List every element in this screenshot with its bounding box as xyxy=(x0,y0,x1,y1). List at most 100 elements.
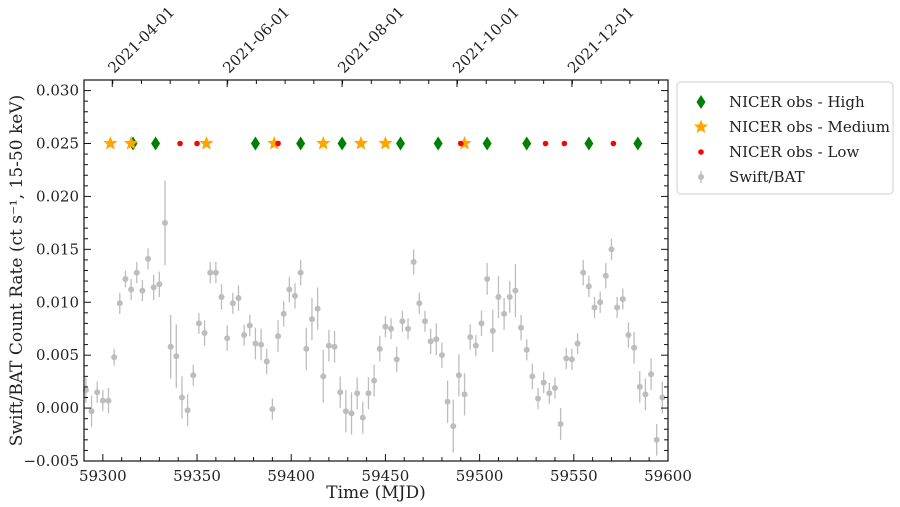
y-tick-label: 0.005 xyxy=(36,346,79,364)
bat-point xyxy=(111,354,118,361)
bat-point xyxy=(535,395,542,402)
bat-point xyxy=(455,372,462,379)
bat-point xyxy=(190,372,197,379)
bat-point xyxy=(489,327,496,334)
nicer-series xyxy=(103,136,643,151)
bat-point xyxy=(303,345,310,352)
bat-point xyxy=(331,343,338,350)
y-tick-label: 0.030 xyxy=(36,82,79,100)
bat-point xyxy=(472,342,479,349)
bat-point xyxy=(642,391,649,398)
y-tick-label: 0.020 xyxy=(36,187,79,205)
bat-point xyxy=(444,398,451,405)
bat-point xyxy=(252,340,259,347)
bat-point xyxy=(348,410,355,417)
bat-point xyxy=(580,269,587,276)
x-axis-label: Time (MJD) xyxy=(326,483,425,503)
bat-point xyxy=(308,316,315,323)
legend-marker-high xyxy=(696,95,706,109)
legend-entry-label: NICER obs - High xyxy=(729,93,865,111)
nicer-low-point xyxy=(275,140,281,147)
bat-point xyxy=(478,320,485,327)
bat-point xyxy=(133,269,140,276)
bat-point xyxy=(551,384,558,391)
bat-point xyxy=(450,423,457,430)
bat-point xyxy=(523,346,530,353)
x-tick-label: 59300 xyxy=(79,467,127,485)
nicer-high-point xyxy=(296,136,306,151)
bat-point xyxy=(371,377,378,384)
tick-labels: 59300 59350 59400 59450 59500 59550 59600 −0.00… xyxy=(23,3,691,485)
nicer-low-point xyxy=(542,140,549,147)
nicer-high-point xyxy=(482,136,492,151)
nicer-high-point xyxy=(433,136,443,151)
bat-point xyxy=(608,246,615,253)
y-tick-label: 0.010 xyxy=(36,293,79,311)
bat-point xyxy=(591,304,598,311)
bat-point xyxy=(337,389,344,396)
nicer-medium-point xyxy=(316,136,331,150)
bat-point xyxy=(653,436,660,443)
bat-point xyxy=(568,356,575,363)
bat-point xyxy=(574,340,581,347)
bat-point xyxy=(399,318,406,325)
bat-point xyxy=(416,300,423,307)
top-date-label: 2021-04-01 xyxy=(104,3,178,77)
bat-point xyxy=(659,394,666,401)
bat-point xyxy=(291,292,298,299)
nicer-high-point xyxy=(337,136,347,151)
bat-point xyxy=(376,345,383,352)
nicer-high-point xyxy=(522,136,532,151)
bat-point xyxy=(410,259,417,266)
top-date-label: 2021-10-01 xyxy=(449,3,523,77)
bat-point xyxy=(201,329,208,336)
bat-point xyxy=(602,272,609,279)
bat-point xyxy=(438,352,445,359)
bat-point xyxy=(563,355,570,362)
nicer-medium-point xyxy=(267,136,282,150)
bat-point xyxy=(388,325,395,332)
bat-point xyxy=(207,269,214,276)
bat-point xyxy=(619,296,626,303)
bat-point xyxy=(540,379,547,386)
bat-point xyxy=(648,371,655,378)
bat-point xyxy=(585,283,592,290)
bat-point xyxy=(365,390,372,397)
bat-point xyxy=(314,305,321,312)
y-tick-label: −0.005 xyxy=(23,452,79,470)
bat-point xyxy=(320,373,327,380)
bat-point xyxy=(212,269,219,276)
bat-point xyxy=(184,407,191,414)
bat-point xyxy=(105,397,112,404)
nicer-high-point xyxy=(584,136,594,151)
bat-point xyxy=(116,300,123,307)
bat-point xyxy=(518,324,525,331)
bat-point xyxy=(122,275,129,282)
bat-point xyxy=(145,255,152,262)
nicer-high-point xyxy=(151,136,161,151)
bat-point xyxy=(150,284,157,291)
bat-point xyxy=(280,310,287,317)
bat-point xyxy=(263,358,270,365)
bat-point xyxy=(229,300,236,307)
legend-box xyxy=(676,81,894,195)
x-tick-label: 59500 xyxy=(456,467,504,485)
nicer-medium-point xyxy=(103,136,118,150)
bat-point xyxy=(178,394,185,401)
bat-point xyxy=(94,389,101,396)
bat-point xyxy=(405,325,412,332)
nicer-low-point xyxy=(177,140,183,147)
nicer-medium-point xyxy=(353,136,369,150)
legend-entry-label: NICER obs - Low xyxy=(729,143,859,161)
bat-point xyxy=(359,414,366,421)
nicer-medium-point xyxy=(378,136,393,150)
bat-point xyxy=(173,353,180,360)
bat-point xyxy=(433,336,440,343)
bat-point xyxy=(501,310,508,317)
bat-point xyxy=(128,286,135,293)
nicer-high-point xyxy=(395,136,405,151)
bat-point xyxy=(235,295,242,302)
x-tick-label: 59450 xyxy=(362,467,410,485)
y-axis-label: Swift/BAT Count Rate (ct s⁻¹, 15-50 keV) xyxy=(7,95,27,446)
